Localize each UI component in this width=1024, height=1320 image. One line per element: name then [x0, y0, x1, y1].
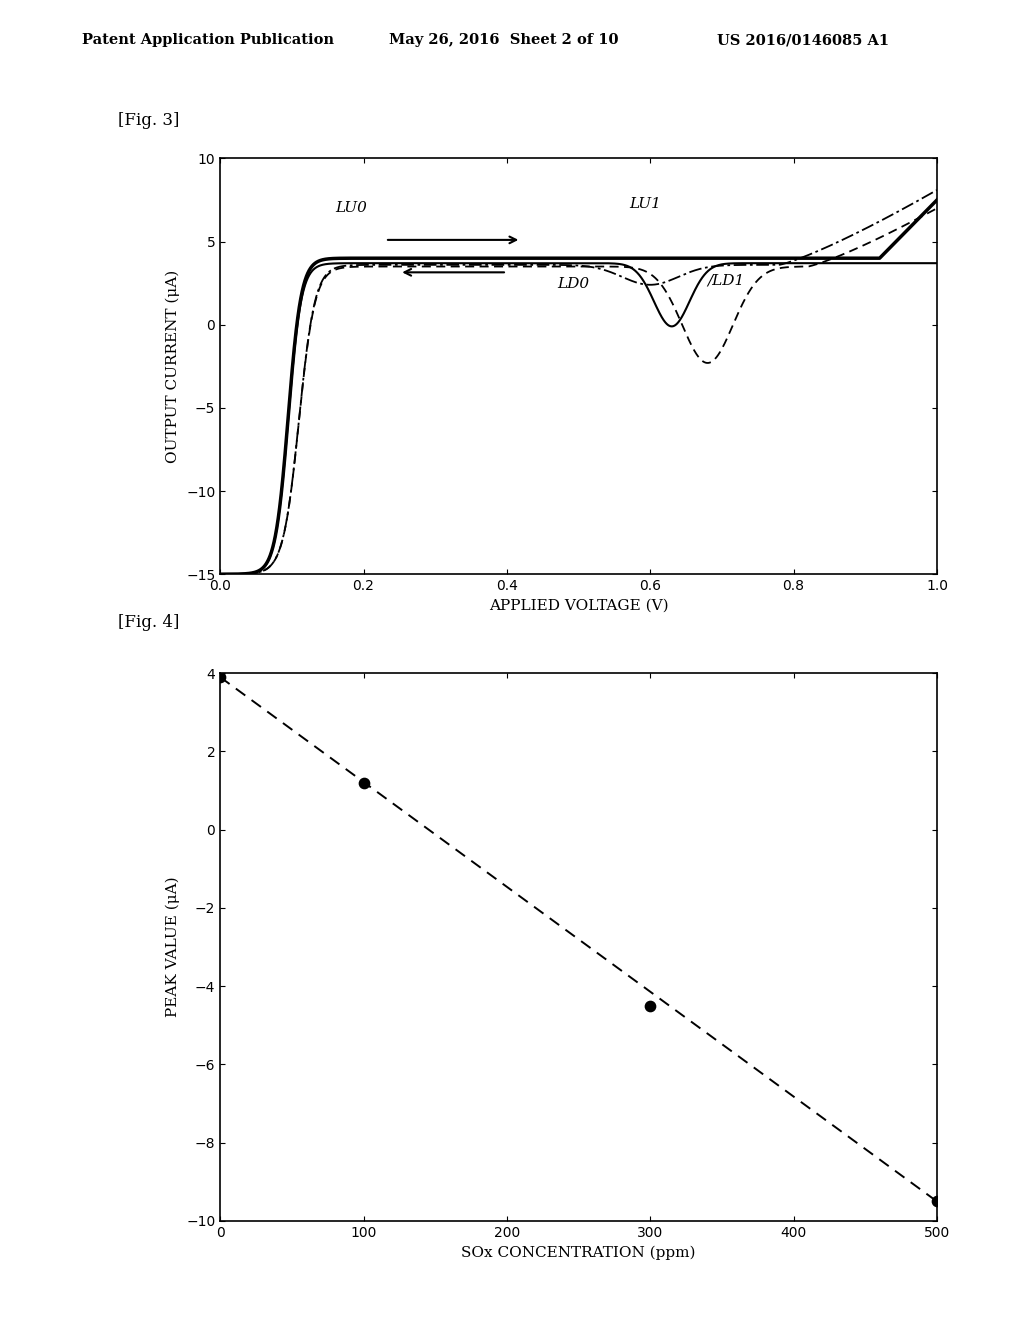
X-axis label: SOx CONCENTRATION (ppm): SOx CONCENTRATION (ppm)	[461, 1245, 696, 1259]
Text: /LD1: /LD1	[708, 273, 744, 288]
Y-axis label: OUTPUT CURRENT (μA): OUTPUT CURRENT (μA)	[166, 269, 180, 463]
Text: LD0: LD0	[557, 277, 589, 292]
Text: Patent Application Publication: Patent Application Publication	[82, 33, 334, 48]
Point	[355, 772, 372, 793]
Text: LU1: LU1	[629, 197, 660, 211]
X-axis label: APPLIED VOLTAGE (V): APPLIED VOLTAGE (V)	[488, 598, 669, 612]
Text: May 26, 2016  Sheet 2 of 10: May 26, 2016 Sheet 2 of 10	[389, 33, 618, 48]
Text: US 2016/0146085 A1: US 2016/0146085 A1	[717, 33, 889, 48]
Text: LU0: LU0	[335, 201, 367, 215]
Text: [Fig. 3]: [Fig. 3]	[118, 112, 179, 129]
Point	[929, 1191, 945, 1212]
Y-axis label: PEAK VALUE (μA): PEAK VALUE (μA)	[166, 876, 180, 1018]
Text: [Fig. 4]: [Fig. 4]	[118, 614, 179, 631]
Point	[642, 995, 658, 1016]
Point	[212, 667, 228, 688]
